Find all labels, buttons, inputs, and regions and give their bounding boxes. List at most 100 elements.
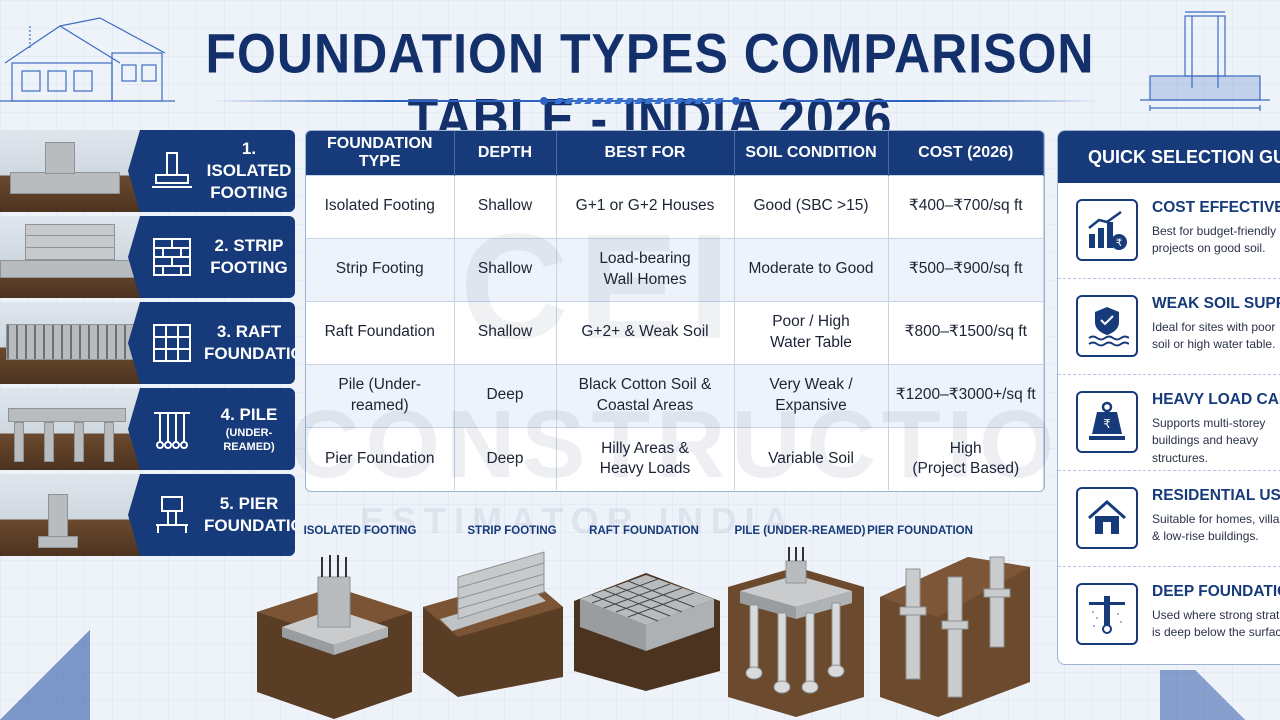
pile-foundation-photo <box>0 388 140 470</box>
illustration-label: ISOLATED FOOTING <box>303 525 417 537</box>
blueprint-corner-decoration <box>0 630 90 720</box>
deep-pile-icon <box>1089 596 1125 634</box>
type-label-line1: 5. PIER <box>219 493 279 513</box>
table-cell: Shallow <box>454 174 557 238</box>
header: FOUNDATION TYPES COMPARISON TABLE - INDI… <box>0 0 1280 150</box>
table-cell: High (Project Based) <box>888 426 1044 490</box>
table-cell: Poor / High Water Table <box>734 300 889 364</box>
table-row: Pile (Under-reamed) Deep Black Cotton Soil… <box>306 363 1044 427</box>
illustration-label: PILE (UNDER-REAMED) <box>734 525 866 537</box>
pier-foundation-illustration <box>880 556 1030 717</box>
guide-item-desc: Best for budget-friendly projects on goo… <box>1152 224 1277 256</box>
house-icon <box>1088 499 1126 534</box>
illustration-label: STRIP FOOTING <box>467 525 557 537</box>
footing-section-sketch-icon <box>1140 11 1270 111</box>
table-cell: Moderate to Good <box>734 237 889 301</box>
pile-foundation-illustration <box>728 547 864 717</box>
isolated-footing-photo <box>0 130 140 212</box>
type-card-pier[interactable]: 5. PIER FOUNDATION <box>0 474 295 556</box>
raft-foundation-photo <box>0 302 140 384</box>
title-ornament <box>540 95 740 107</box>
type-label-line1: 4. PILE <box>220 404 278 424</box>
table-cell: G+2+ & Weak Soil <box>556 300 735 364</box>
column-header: BEST FOR <box>556 131 735 175</box>
guide-item-desc: Ideal for sites with poor soil or high w… <box>1152 320 1276 352</box>
guide-item-title: RESIDENTIAL USE <box>1152 487 1280 504</box>
table-cell: Load-bearing Wall Homes <box>556 237 735 301</box>
house-sketch-icon <box>0 17 175 102</box>
type-label-line1: 3. RAFT <box>216 321 282 341</box>
type-label-line1: 2. STRIP <box>214 235 284 255</box>
table-cell: Isolated Footing <box>306 174 455 238</box>
svg-text:₹: ₹ <box>1116 238 1122 249</box>
table-cell: Good (SBC >15) <box>734 174 889 238</box>
table-cell: Strip Footing <box>306 237 455 301</box>
guide-item-desc: Supports multi-storey buildings and heav… <box>1152 416 1266 465</box>
table-row: Isolated Footing Shallow G+1 or G+2 Houses… <box>306 174 1044 238</box>
type-card-raft[interactable]: 3. RAFT FOUNDATION <box>0 302 295 384</box>
illustration-label: RAFT FOUNDATION <box>589 525 699 537</box>
table-cell: Shallow <box>454 237 557 301</box>
type-card-strip[interactable]: 2. STRIP FOOTING <box>0 216 295 298</box>
table-row: Strip Footing Shallow Load-bearing Wall Hom… <box>306 237 1044 301</box>
comparison-table: FOUNDATION TYPE DEPTH BEST FOR SOIL COND… <box>305 130 1045 492</box>
table-cell: Shallow <box>454 300 557 364</box>
type-label-line2: (UNDER-REAMED) <box>223 426 275 454</box>
shield-water-icon <box>1088 307 1129 347</box>
raft-foundation-icon <box>153 324 191 362</box>
column-header: FOUNDATION TYPE <box>306 131 455 175</box>
pile-foundation-icon <box>154 412 190 449</box>
guide-item-desc: Used where strong strata is deep below t… <box>1152 608 1280 640</box>
weight-icon: ₹ <box>1089 401 1125 440</box>
guide-item-title: HEAVY LOAD CAPACITY <box>1152 391 1280 408</box>
table-cell: Pile (Under-reamed) <box>306 363 455 427</box>
table-cell: Hilly Areas & Heavy Loads <box>556 426 735 490</box>
table-cell: G+1 or G+2 Houses <box>556 174 735 238</box>
type-label-line1: 1. ISOLATED <box>206 138 292 180</box>
type-label-line2: FOUNDATION <box>204 344 317 363</box>
type-label-line2: FOOTING <box>210 183 288 203</box>
type-label-line2: FOOTING <box>210 258 288 277</box>
guide-item-heavy-load: ₹ HEAVY LOAD CAPACITY Supports multi-sto… <box>1058 375 1280 471</box>
type-label-line2: FOUNDATION <box>204 516 317 535</box>
table-cell: Deep <box>454 363 557 427</box>
guide-item-cost: ₹ COST EFFECTIVE Best for budget-friendl… <box>1058 183 1280 279</box>
guide-item-weak-soil: WEAK SOIL SUPPORT Ideal for sites with p… <box>1058 279 1280 375</box>
table-cell: Black Cotton Soil & Coastal Areas <box>556 363 735 427</box>
table-cell: Raft Foundation <box>306 300 455 364</box>
raft-foundation-illustration <box>574 573 720 691</box>
table-cell: ₹500–₹900/sq ft <box>888 237 1044 301</box>
table-cell: ₹400–₹700/sq ft <box>888 174 1044 238</box>
strip-footing-icon <box>153 238 191 276</box>
guide-item-desc: Suitable for homes, villas & low-rise bu… <box>1152 512 1280 544</box>
type-card-pile[interactable]: 4. PILE (UNDER-REAMED) <box>0 388 295 470</box>
guide-item-title: COST EFFECTIVE <box>1152 199 1280 216</box>
table-row: Raft Foundation Shallow G+2+ & Weak Soil Po… <box>306 300 1044 364</box>
quick-selection-guide: QUICK SELECTION GUIDE ₹ COST EFFECTIVE B… <box>1057 130 1280 665</box>
strip-footing-illustration <box>423 551 563 697</box>
isolated-footing-icon <box>152 152 192 188</box>
cost-chart-icon: ₹ <box>1088 210 1127 250</box>
foundation-type-list: 1. ISOLATED FOOTING 2. STRIP FOOTING 3. RA… <box>0 130 295 560</box>
svg-text:₹: ₹ <box>1103 417 1111 431</box>
pier-foundation-icon <box>156 496 188 533</box>
guide-item-title: DEEP FOUNDATION <box>1152 583 1280 600</box>
table-cell: ₹800–₹1500/sq ft <box>888 300 1044 364</box>
column-header: SOIL CONDITION <box>734 131 889 175</box>
column-header: DEPTH <box>454 131 557 175</box>
table-header-row: FOUNDATION TYPE DEPTH BEST FOR SOIL COND… <box>306 131 1044 175</box>
guide-item-residential: RESIDENTIAL USE Suitable for homes, vill… <box>1058 471 1280 567</box>
illustration-label: PIER FOUNDATION <box>867 525 973 537</box>
table-cell: Very Weak / Expansive <box>734 363 889 427</box>
table-cell: Deep <box>454 426 557 490</box>
table-cell: Variable Soil <box>734 426 889 490</box>
table-cell: Pier Foundation <box>306 426 455 490</box>
guide-item-title: WEAK SOIL SUPPORT <box>1152 295 1280 312</box>
blueprint-corner-decoration-right <box>1160 670 1280 720</box>
column-header: COST (2026) <box>888 131 1044 175</box>
type-card-isolated[interactable]: 1. ISOLATED FOOTING <box>0 130 295 212</box>
guide-title: QUICK SELECTION GUIDE <box>1058 131 1280 183</box>
guide-item-deep-foundation: DEEP FOUNDATION Used where strong strata… <box>1058 567 1280 663</box>
table-cell: ₹1200–₹3000+/sq ft <box>888 363 1044 427</box>
pier-foundation-photo <box>0 474 140 556</box>
